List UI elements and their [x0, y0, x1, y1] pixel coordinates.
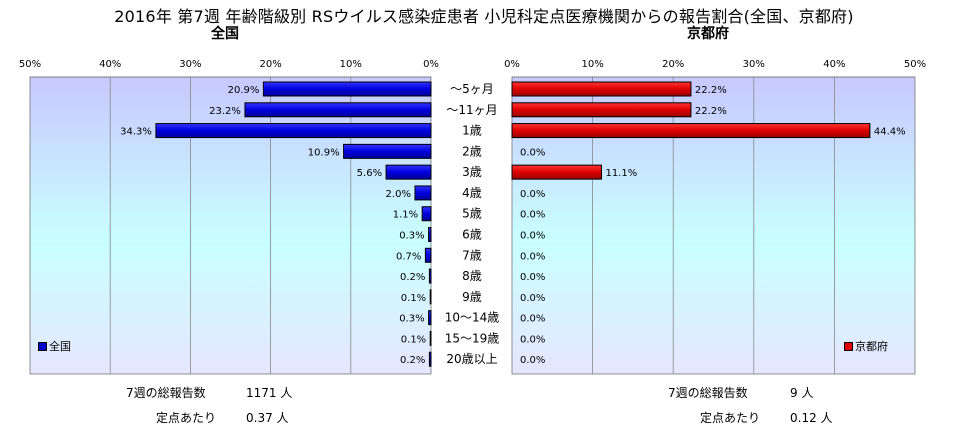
national-per-value: 0.37 人 [246, 411, 289, 425]
national-per-label: 定点あたり [156, 411, 217, 425]
national-data-label: 0.1% [401, 334, 426, 345]
national-plot: 50% 40% 30% 20% 10% 0% 20.9% 23.2% 34.3% 10.9% 5.6… [19, 59, 439, 375]
national-tick-label: 50% [19, 59, 41, 70]
kyoto-data-label: 0.0% [520, 293, 545, 304]
category-label: 4歳 [462, 186, 482, 200]
national-tick-label: 0% [423, 59, 439, 70]
national-data-label: 0.3% [399, 314, 424, 325]
category-label: ～11ヶ月 [446, 103, 497, 117]
kyoto-data-label: 0.0% [520, 210, 545, 221]
category-label: 9歳 [462, 290, 482, 304]
national-data-label: 23.2% [209, 106, 241, 117]
kyoto-tick-label: 30% [743, 59, 765, 70]
kyoto-tick-label: 10% [581, 59, 603, 70]
national-bar [428, 351, 432, 367]
national-legend-label: 全国 [49, 340, 71, 353]
kyoto-data-label: 0.0% [520, 314, 545, 325]
category-label: 5歳 [462, 207, 482, 221]
kyoto-bar [511, 123, 871, 139]
kyoto-tick-label: 0% [504, 59, 520, 70]
category-label: 8歳 [462, 269, 482, 283]
kyoto-plot-background [511, 76, 916, 375]
kyoto-data-label: 0.0% [520, 355, 545, 366]
kyoto-data-label: 44.4% [874, 127, 906, 138]
kyoto-tick-label: 50% [904, 59, 926, 70]
category-label: 15～19歳 [445, 331, 500, 345]
kyoto-tick-label: 40% [823, 59, 845, 70]
category-labels: ～5ヶ月 ～11ヶ月 1歳 2歳 3歳 4歳 5歳 6歳 7歳 8歳 9歳 10～14歳 15～19歳 2… [445, 82, 500, 366]
national-total-value: 1171 人 [246, 386, 293, 400]
national-bar [385, 164, 432, 180]
kyoto-data-label: 11.1% [605, 168, 637, 179]
national-legend-swatch [38, 341, 47, 351]
kyoto-legend-label: 京都府 [855, 340, 888, 353]
national-panel-title: 全国 [211, 26, 239, 42]
national-bar [429, 289, 432, 305]
category-label: 3歳 [462, 165, 482, 179]
kyoto-plot: 0% 10% 20% 30% 40% 50% 22.2% 22.2% 44.4% 0.0% 11.1… [504, 59, 926, 375]
kyoto-data-label: 0.0% [520, 272, 545, 283]
national-tick-label: 30% [179, 59, 201, 70]
category-label: 2歳 [462, 144, 482, 158]
kyoto-legend-swatch [844, 341, 853, 351]
kyoto-data-label: 0.0% [520, 251, 545, 262]
chart-title: 2016年 第7週 年齢階級別 RSウイルス感染症患者 小児科定点医療機関からの… [114, 7, 854, 26]
national-data-label: 0.7% [396, 251, 421, 262]
kyoto-panel-title: 京都府 [687, 26, 729, 42]
national-data-label: 20.9% [228, 85, 260, 96]
kyoto-bar [511, 81, 692, 97]
national-data-label: 5.6% [357, 168, 382, 179]
kyoto-bar [511, 102, 692, 118]
national-data-label: 0.2% [400, 355, 425, 366]
national-tick-label: 10% [340, 59, 362, 70]
national-total-label: 7週の総報告数 [126, 386, 206, 400]
national-tick-label: 40% [99, 59, 121, 70]
national-bar [428, 268, 432, 284]
kyoto-data-label: 0.0% [520, 334, 545, 345]
kyoto-total-value: 9 人 [790, 386, 814, 400]
national-data-label: 2.0% [386, 189, 411, 200]
national-bar [155, 123, 432, 139]
category-label: 20歳以上 [446, 352, 497, 366]
kyoto-data-label: 22.2% [695, 85, 727, 96]
national-data-label: 0.2% [400, 272, 425, 283]
national-bar [343, 143, 432, 159]
national-legend: 全国 [38, 338, 71, 354]
national-bar [262, 81, 432, 97]
national-data-label: 1.1% [393, 210, 418, 221]
category-label: 7歳 [462, 248, 482, 262]
national-bar [414, 185, 432, 201]
kyoto-data-label: 0.0% [520, 189, 545, 200]
kyoto-per-value: 0.12 人 [790, 411, 833, 425]
national-data-label: 34.3% [120, 127, 152, 138]
kyoto-data-label: 0.0% [520, 147, 545, 158]
kyoto-data-label: 22.2% [695, 106, 727, 117]
kyoto-legend: 京都府 [844, 338, 888, 354]
national-bar [429, 330, 432, 346]
national-bar [428, 310, 432, 326]
kyoto-tick-label: 20% [662, 59, 684, 70]
national-bar [421, 206, 432, 222]
kyoto-per-label: 定点あたり [700, 411, 761, 425]
national-bar [424, 247, 432, 263]
category-label: 10～14歳 [445, 311, 500, 325]
national-data-label: 10.9% [308, 147, 340, 158]
kyoto-bar [511, 164, 602, 180]
national-data-label: 0.1% [401, 293, 426, 304]
national-bar [244, 102, 432, 118]
kyoto-total-label: 7週の総報告数 [668, 386, 748, 400]
national-bar [428, 227, 432, 242]
national-plot-background [29, 76, 432, 375]
kyoto-data-label: 0.0% [520, 231, 545, 242]
category-label: 6歳 [462, 228, 482, 242]
national-data-label: 0.3% [399, 231, 424, 242]
category-label: ～5ヶ月 [450, 82, 494, 96]
national-tick-label: 20% [259, 59, 281, 70]
category-label: 1歳 [462, 124, 482, 138]
